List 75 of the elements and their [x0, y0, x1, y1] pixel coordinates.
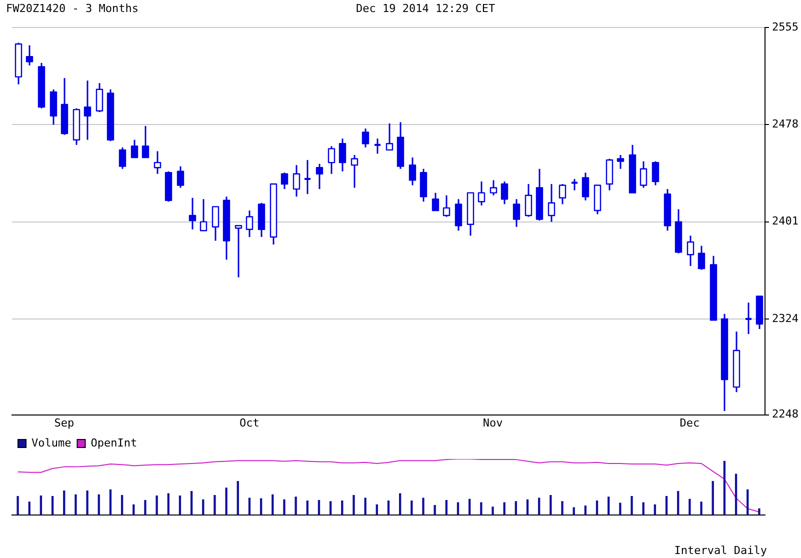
bar	[318, 500, 320, 515]
bar	[120, 494, 124, 515]
bar	[538, 498, 540, 515]
bar	[572, 507, 575, 515]
chart-subtitle: Dec 19 2014 12:29 CET	[356, 2, 496, 15]
bar	[98, 494, 100, 515]
bar	[341, 500, 344, 515]
x-tick-label: Sep	[54, 416, 74, 430]
bar	[329, 501, 332, 515]
bar	[387, 500, 390, 515]
text: Interval Daily	[674, 544, 767, 557]
bar	[272, 494, 274, 515]
x-tick-label: Nov	[482, 416, 504, 430]
x-tick-label: Oct	[240, 416, 260, 430]
bar	[723, 460, 726, 515]
bar	[700, 502, 702, 515]
y-tick-label: 2248	[772, 408, 798, 421]
bar	[665, 496, 668, 515]
bar	[86, 490, 88, 515]
y-tick-label: 2324	[772, 312, 799, 325]
bar	[608, 496, 610, 515]
bar	[503, 502, 506, 515]
bar	[364, 498, 366, 515]
bar	[514, 501, 518, 515]
bar	[63, 490, 66, 515]
bar	[202, 499, 204, 515]
bar	[596, 500, 598, 515]
bar	[109, 489, 112, 515]
bar	[688, 498, 691, 515]
bar	[283, 499, 286, 515]
bar	[167, 493, 170, 515]
bar	[468, 498, 471, 515]
bar	[758, 508, 760, 515]
bar	[156, 496, 158, 515]
chart-title: FW20Z1420 - 3 Months	[6, 2, 138, 15]
bar	[561, 501, 564, 515]
legend-label: OpenInt	[90, 436, 138, 450]
bar	[734, 474, 738, 515]
bar	[51, 496, 54, 515]
bar	[225, 488, 228, 515]
bar	[178, 496, 182, 515]
bar	[677, 491, 680, 515]
bar	[712, 480, 714, 515]
bar	[422, 498, 424, 515]
bar	[16, 496, 19, 515]
bar	[526, 499, 529, 515]
bar	[746, 489, 749, 515]
bar	[584, 506, 587, 515]
bar	[399, 493, 402, 515]
bar	[236, 480, 239, 515]
bar	[550, 494, 552, 515]
bar	[456, 502, 460, 515]
bar	[352, 494, 355, 515]
bar	[28, 502, 30, 515]
bar	[40, 496, 42, 515]
bar	[642, 502, 644, 515]
bar	[410, 500, 413, 515]
bar	[630, 496, 633, 515]
bar	[260, 498, 262, 515]
bar	[74, 494, 77, 515]
bar	[294, 496, 297, 515]
bar	[144, 500, 146, 515]
legend-label: Volume	[32, 436, 72, 450]
bar	[248, 498, 251, 515]
y-tick-label: 2555	[772, 20, 798, 34]
bar	[306, 500, 308, 515]
bar	[480, 502, 482, 515]
y-tick-label: 2401	[772, 214, 798, 228]
y-tick-label: 2478	[772, 118, 798, 131]
bar	[190, 491, 193, 515]
bar	[214, 494, 216, 515]
bar	[619, 502, 622, 515]
bar	[445, 500, 448, 515]
x-tick-label: Dec	[680, 416, 700, 430]
bar	[492, 506, 494, 515]
